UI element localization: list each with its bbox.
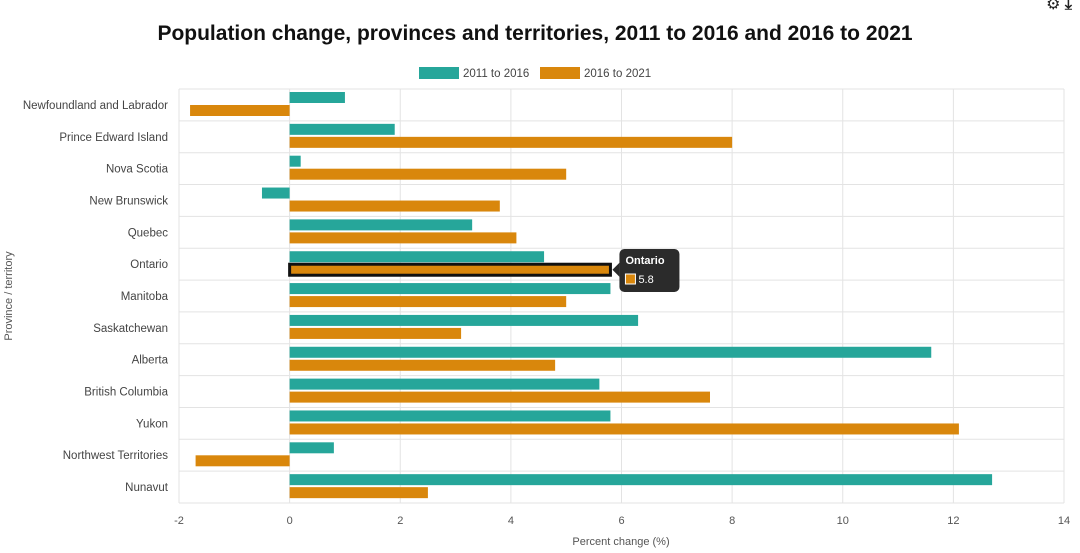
category-label: Yukon (136, 418, 168, 430)
bar-series-2[interactable] (288, 262, 612, 277)
category-label: New Brunswick (89, 195, 168, 207)
legend-label[interactable]: 2016 to 2021 (584, 68, 651, 80)
toolbar-icons[interactable]: ⚙ ⤓ (1046, 0, 1072, 13)
bar-series-1[interactable] (289, 474, 993, 486)
bar-series-1[interactable] (261, 187, 290, 199)
bar-series-2[interactable] (289, 136, 733, 148)
x-axis-label: Percent change (%) (572, 536, 669, 548)
tooltip-value: 5.8 (638, 274, 653, 286)
category-label: Saskatchewan (93, 323, 168, 335)
bar-series-2[interactable] (289, 200, 500, 212)
x-tick-label: 0 (287, 515, 293, 527)
x-axis-ticks: -2 0 2 4 6 8 10 12 14 (174, 515, 1070, 527)
tooltip-swatch (624, 273, 636, 285)
category-label: Northwest Territories (63, 450, 168, 462)
category-label: Nova Scotia (106, 164, 169, 176)
category-label: Quebec (128, 227, 169, 239)
tooltip-title: Ontario (625, 255, 664, 267)
legend[interactable]: 2011 to 2016 2016 to 2021 (419, 67, 651, 80)
bar-series-1[interactable] (289, 123, 395, 135)
category-label: Newfoundland and Labrador (23, 100, 168, 112)
bar-series-1[interactable] (289, 92, 345, 103)
bar-series-1[interactable] (289, 346, 932, 358)
bar-series-2[interactable] (289, 327, 462, 339)
bar-series-1[interactable] (289, 314, 639, 326)
bar-series-1[interactable] (289, 219, 473, 231)
category-label: British Columbia (84, 387, 168, 399)
x-tick-label: 8 (729, 515, 735, 527)
bar-series-2[interactable] (190, 105, 290, 116)
x-tick-label: 2 (397, 515, 403, 527)
bar-series-2[interactable] (289, 232, 517, 244)
tooltip-pointer (612, 262, 620, 277)
bar-series-1[interactable] (289, 251, 545, 263)
x-tick-label: 6 (618, 515, 624, 527)
bar-series-1[interactable] (289, 378, 600, 390)
bar-series-2[interactable] (195, 455, 290, 467)
legend-swatch[interactable] (419, 67, 459, 79)
legend-swatch[interactable] (540, 67, 580, 79)
y-axis-label: Province / territory (3, 251, 15, 341)
category-label: Prince Edward Island (59, 132, 168, 144)
category-label: Manitoba (121, 291, 169, 303)
bar-series-2[interactable] (289, 487, 428, 499)
category-label: Ontario (130, 259, 168, 271)
y-axis-categories: Newfoundland and Labrador Prince Edward I… (23, 100, 169, 494)
bar-series-1[interactable] (289, 442, 334, 454)
bar-series-2[interactable] (289, 391, 710, 403)
x-tick-label: 4 (508, 515, 514, 527)
x-tick-label: -2 (174, 515, 184, 527)
category-label: Nunavut (125, 482, 169, 494)
category-label: Alberta (132, 355, 169, 367)
bar-series-2[interactable] (289, 296, 567, 308)
x-tick-label: 14 (1058, 515, 1070, 527)
x-tick-label: 12 (947, 515, 959, 527)
bar-series-2[interactable] (289, 423, 959, 435)
legend-label[interactable]: 2011 to 2016 (463, 68, 529, 80)
tooltip: Ontario 5.8 (612, 249, 680, 292)
bar-series-1[interactable] (289, 283, 611, 295)
x-tick-label: 10 (837, 515, 849, 527)
chart-title: Population change, provinces and territo… (157, 22, 913, 45)
bar-series-2[interactable] (289, 359, 556, 371)
bar-series-2[interactable] (289, 168, 567, 180)
bars[interactable] (190, 92, 993, 499)
bar-series-1[interactable] (289, 155, 301, 167)
grid-lines (178, 88, 1065, 504)
bar-series-1[interactable] (289, 410, 611, 422)
